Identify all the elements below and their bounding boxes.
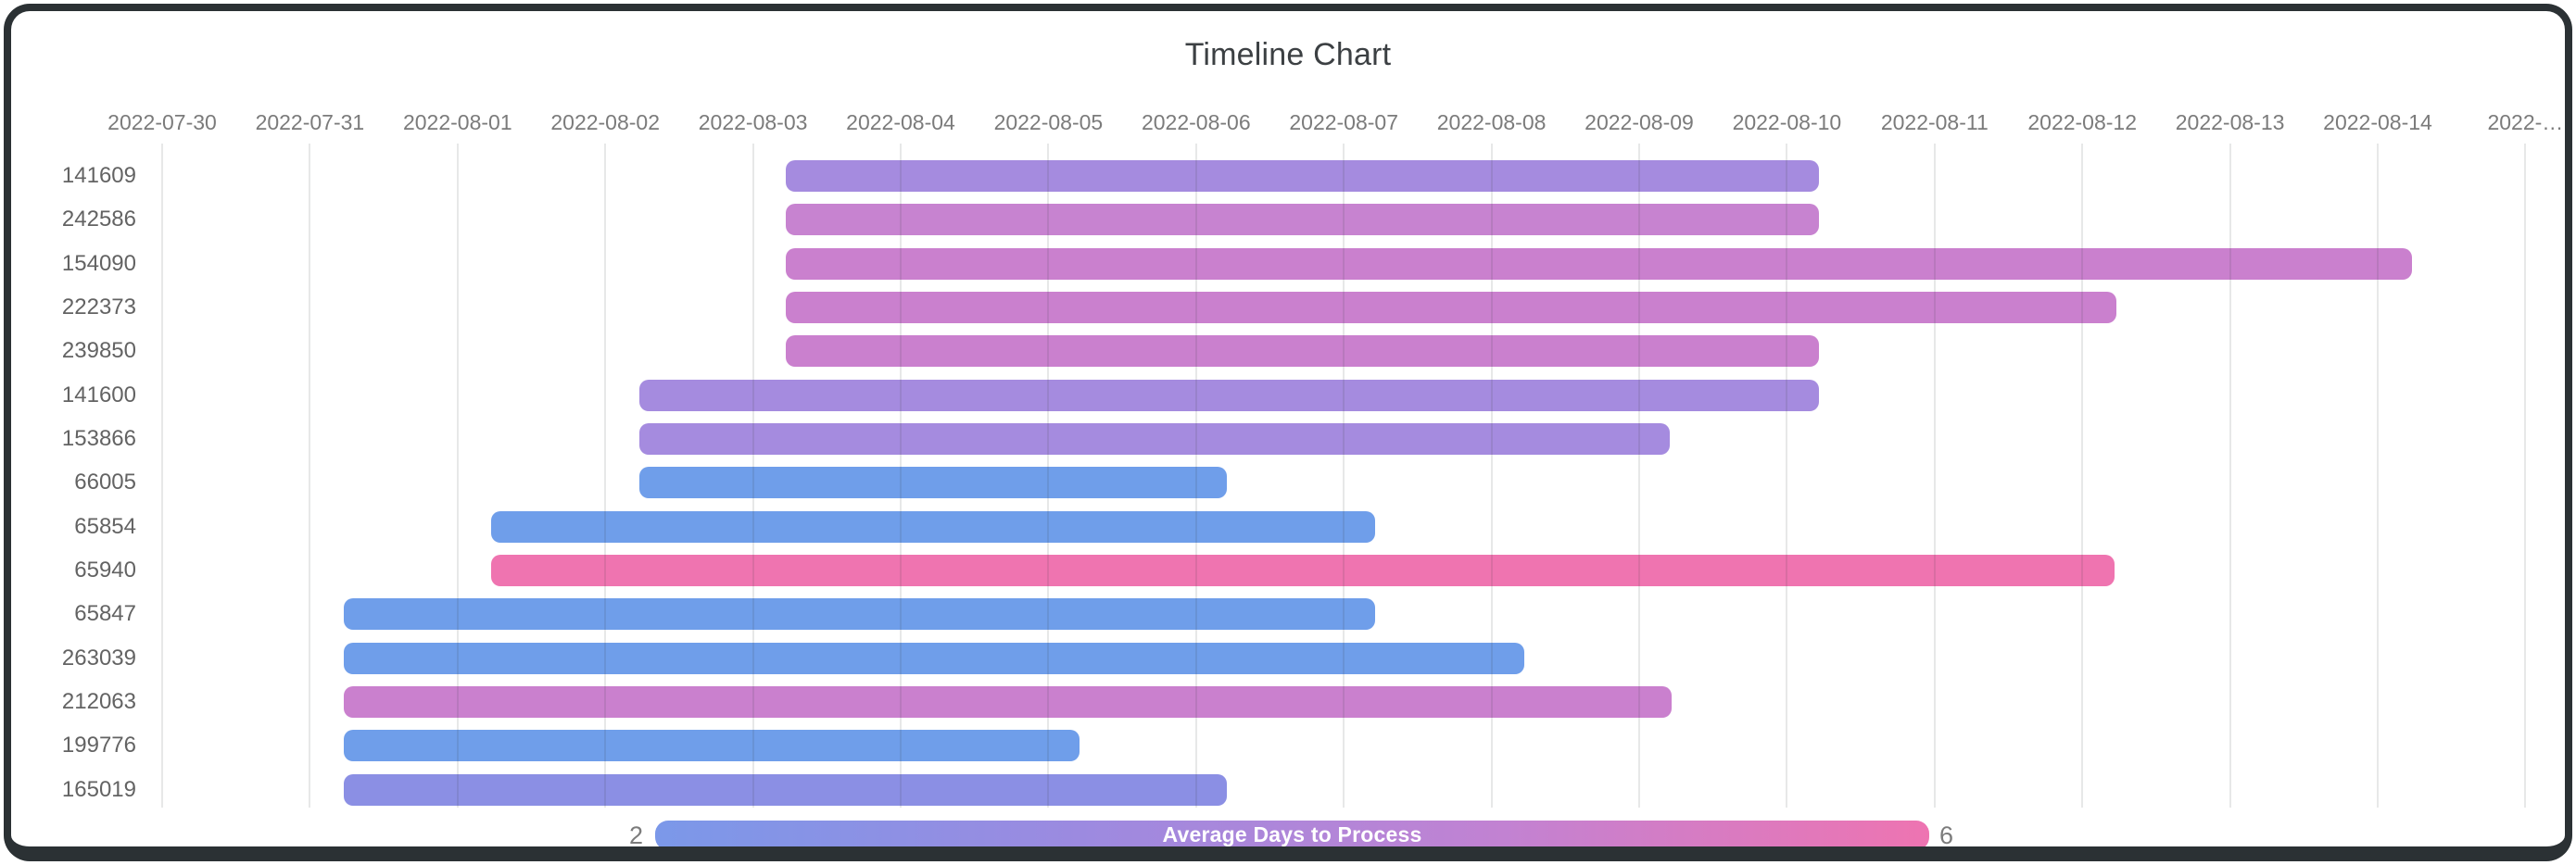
x-tick-label: 2022-08-03 — [698, 110, 808, 134]
timeline-bar[interactable] — [785, 335, 1820, 368]
gridline — [604, 144, 607, 808]
y-axis-label: 141609 — [61, 163, 136, 188]
legend-min-label: 2 — [628, 821, 643, 849]
timeline-bar[interactable] — [638, 422, 1671, 455]
gridline — [751, 144, 754, 808]
y-axis-label: 65940 — [74, 557, 136, 583]
y-axis-label: 66005 — [74, 470, 136, 495]
timeline-bar[interactable] — [344, 773, 1228, 806]
x-tick-label: 2022-08-04 — [846, 110, 955, 134]
x-tick-label: 2022-08-06 — [1141, 110, 1251, 134]
timeline-bar[interactable] — [785, 247, 2412, 280]
timeline-bar[interactable] — [638, 467, 1228, 499]
y-axis-label: 141600 — [61, 382, 136, 407]
y-axis-label: 153866 — [61, 425, 136, 451]
timeline-bar[interactable] — [344, 685, 1673, 718]
x-tick-label: 2022-07-31 — [255, 110, 365, 134]
x-tick-label: 2022-08-01 — [402, 110, 512, 134]
x-tick-label: 2022-08-05 — [993, 110, 1104, 134]
gridline — [161, 144, 163, 808]
timeline-bar[interactable] — [638, 379, 1820, 411]
x-tick-label: 2022-08-13 — [2175, 110, 2285, 134]
legend-title: Average Days to Process — [1162, 822, 1422, 846]
gridline — [1638, 144, 1640, 808]
legend-max-label: 6 — [1939, 821, 1954, 849]
y-axis-label: 212063 — [61, 688, 136, 714]
gridline — [2081, 144, 2084, 808]
chart-title: Timeline Chart — [1184, 37, 1392, 72]
x-tick-label: 2022-08-09 — [1585, 110, 1694, 134]
gridline — [309, 144, 311, 808]
gridline — [1786, 144, 1788, 808]
gridline — [2377, 144, 2379, 808]
gridline — [2229, 144, 2231, 808]
y-axis-label: 263039 — [61, 645, 136, 671]
timeline-bar[interactable] — [344, 730, 1080, 762]
y-axis-label: 65854 — [74, 513, 136, 539]
x-tick-label: 2022-07-30 — [107, 110, 217, 134]
x-tick-label: 2022-08-11 — [1880, 110, 1989, 134]
y-axis-label: 199776 — [61, 733, 136, 758]
gridline — [1047, 144, 1050, 808]
gridline — [1933, 144, 1936, 808]
x-tick-label: 2022-08-02 — [550, 110, 661, 134]
timeline-bar[interactable] — [785, 160, 1820, 192]
y-axis-label: 242586 — [61, 207, 136, 232]
timeline-bar[interactable] — [785, 204, 1820, 236]
legend-gradient-bar: Average Days to Process — [655, 821, 1929, 850]
timeline-bar[interactable] — [491, 554, 2115, 586]
x-tick-label: 2022-… — [2487, 110, 2564, 134]
timeline-bar[interactable] — [785, 291, 2116, 323]
x-tick-label: 2022-08-12 — [2027, 110, 2138, 134]
x-tick-label: 2022-08-08 — [1436, 110, 1547, 134]
gridline — [2524, 144, 2527, 808]
gridline — [1343, 144, 1345, 808]
gridline — [1490, 144, 1493, 808]
gridline — [900, 144, 902, 808]
timeline-bar[interactable] — [344, 642, 1524, 674]
gridline — [456, 144, 459, 808]
x-tick-label: 2022-08-14 — [2323, 110, 2432, 134]
y-axis-label: 239850 — [61, 338, 136, 364]
y-axis-label: 65847 — [74, 601, 136, 627]
timeline-bar[interactable] — [344, 598, 1375, 631]
x-tick-label: 2022-08-10 — [1732, 110, 1842, 134]
gridline — [1194, 144, 1197, 808]
y-axis-label: 165019 — [61, 776, 136, 802]
x-tick-label: 2022-08-07 — [1289, 110, 1399, 134]
timeline-bar[interactable] — [491, 510, 1375, 543]
y-axis-label: 222373 — [61, 294, 136, 320]
y-axis-label: 154090 — [61, 250, 136, 276]
